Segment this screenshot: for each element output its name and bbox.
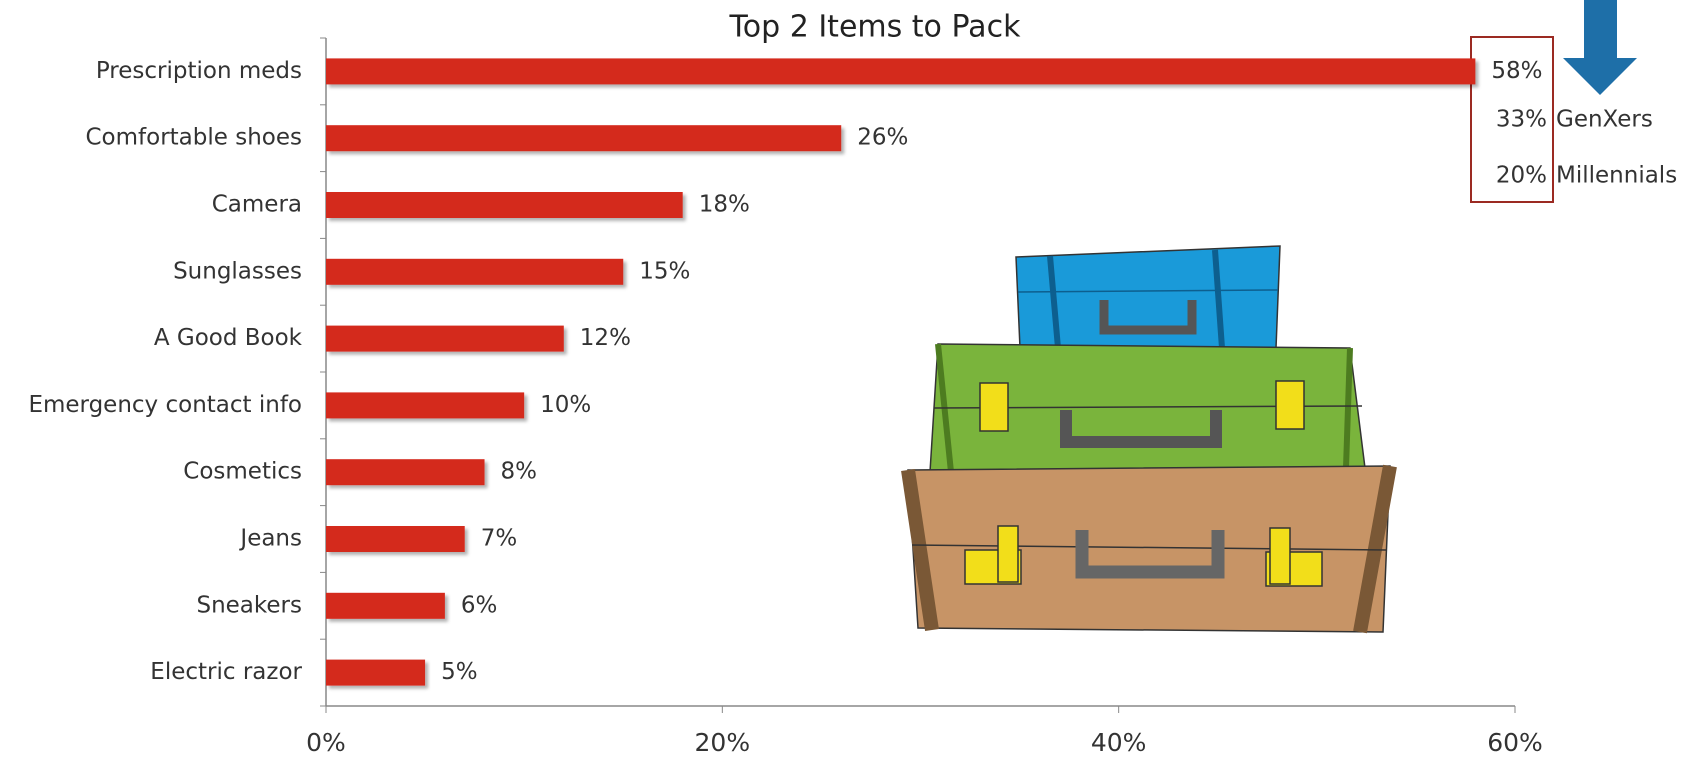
x-tick-label: 20% — [695, 728, 751, 757]
y-tick-label: Sneakers — [196, 592, 302, 618]
data-label: 10% — [540, 392, 591, 418]
bar — [326, 58, 1476, 85]
bar — [326, 325, 564, 352]
x-tick-label: 0% — [306, 728, 346, 757]
data-label: 18% — [699, 192, 750, 218]
y-tick-label: Emergency contact info — [28, 392, 302, 418]
y-tick-label: Sunglasses — [173, 258, 302, 284]
chart-title: Top 2 Items to Pack — [729, 10, 1022, 45]
y-tick-label: Jeans — [238, 526, 302, 552]
bar — [326, 258, 624, 285]
data-label: 58% — [1491, 58, 1542, 84]
bar — [326, 192, 683, 218]
y-tick-label: A Good Book — [154, 325, 303, 351]
y-tick-label: Prescription meds — [96, 58, 302, 84]
y-tick-label: Electric razor — [150, 659, 302, 685]
y-tick-label: Camera — [212, 192, 302, 218]
data-label: 12% — [580, 325, 631, 351]
data-label: 5% — [441, 659, 478, 685]
annotation-value: 33% — [1496, 107, 1547, 133]
suitcases — [901, 245, 1397, 634]
data-label: 8% — [501, 459, 538, 485]
bar — [326, 125, 842, 152]
arrow — [1563, 0, 1637, 95]
annotation-text: Millennials — [1556, 163, 1677, 189]
bar — [326, 592, 445, 619]
x-tick-label: 40% — [1091, 728, 1147, 757]
bar — [326, 659, 426, 686]
x-tick-label: 60% — [1487, 728, 1543, 757]
annotation-text: GenXers — [1556, 107, 1653, 133]
y-tick-label: Comfortable shoes — [86, 125, 303, 151]
data-label: 7% — [481, 526, 518, 552]
data-label: 15% — [639, 258, 690, 284]
bar — [326, 392, 525, 419]
data-label: 26% — [857, 125, 908, 151]
data-label: 6% — [461, 592, 498, 618]
annotation-value: 20% — [1496, 163, 1547, 189]
bar — [326, 526, 465, 552]
y-tick-label: Cosmetics — [183, 459, 302, 485]
highlight-box — [1470, 36, 1554, 203]
bar — [326, 459, 485, 486]
